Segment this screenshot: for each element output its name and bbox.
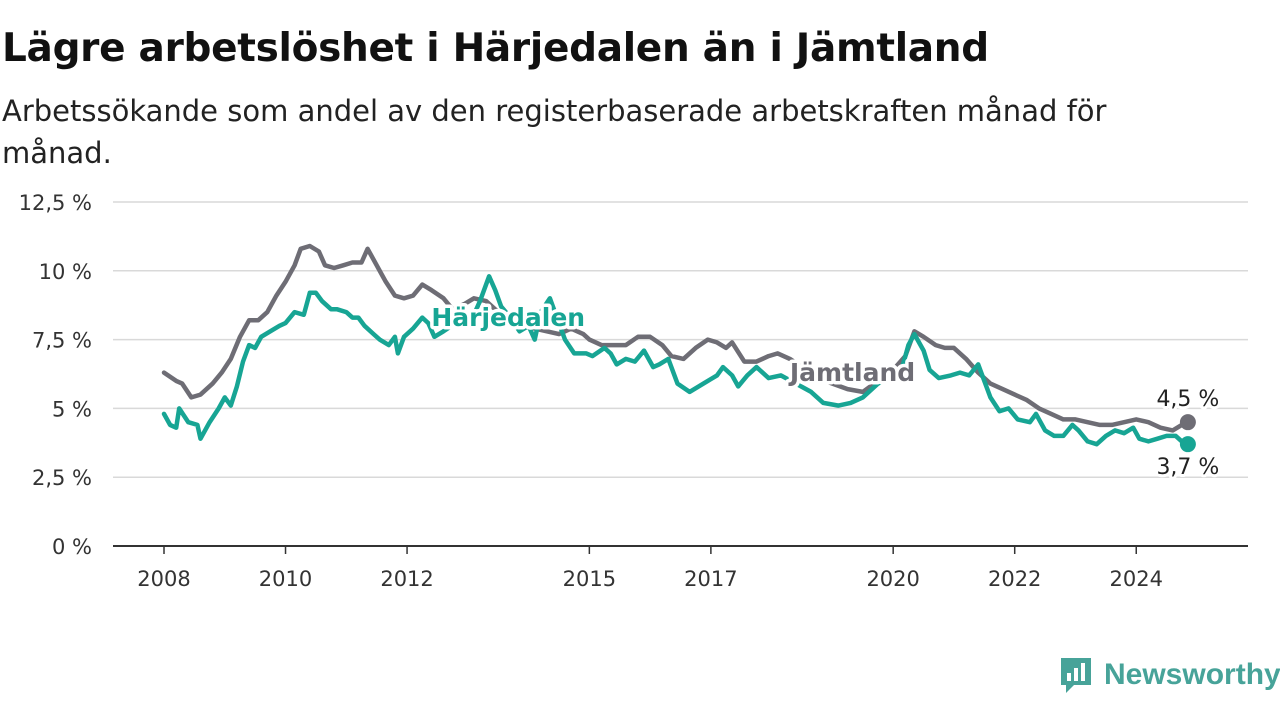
brand-name: Newsworthy [1104,658,1280,691]
x-tick-label: 2020 [866,567,919,591]
chart-subtitle: Arbetssökande som andel av den registerb… [2,94,1107,170]
x-tick-label: 2015 [563,567,616,591]
newsworthy-logo-icon [1061,658,1091,693]
y-tick-label: 10 % [39,260,92,284]
grid-lines [113,201,1248,478]
y-axis-ticks: 0 % 2,5 % 5 % 7,5 % 10 % 12,5 % [19,191,92,559]
series-label-jamtland: Jämtland [788,358,915,387]
y-tick-label: 7,5 % [32,329,92,353]
series-labels: Jämtland 4,5 % Härjedalen 3,7 % [428,299,1222,483]
y-tick-label: 0 % [52,535,92,559]
end-point-jamtland [1179,414,1196,431]
y-tick-label: 5 % [52,397,92,421]
series-lines [161,243,1196,453]
x-tick-label: 2010 [259,567,312,591]
x-tick-label: 2012 [380,567,433,591]
series-line-jamtland [161,243,1191,433]
y-tick-label: 12,5 % [19,191,92,215]
chart-title: Lägre arbetslöshet i Härjedalen än i Jäm… [2,26,989,71]
x-tick-label: 2008 [137,567,190,591]
end-label-jamtland: 4,5 % [1156,387,1219,412]
x-axis: 2008 2010 2012 2015 2017 2020 2022 2024 [113,545,1248,591]
x-tick-label: 2017 [684,567,737,591]
brand-logo: Newsworthy [1058,655,1280,695]
y-tick-label: 2,5 % [32,466,92,490]
series-label-harjedalen: Härjedalen [431,303,585,332]
series-line-harjedalen [161,274,1191,447]
end-point-harjedalen [1179,436,1196,453]
end-label-harjedalen: 3,7 % [1156,455,1219,480]
x-tick-label: 2022 [988,567,1041,591]
x-tick-label: 2024 [1110,567,1163,591]
